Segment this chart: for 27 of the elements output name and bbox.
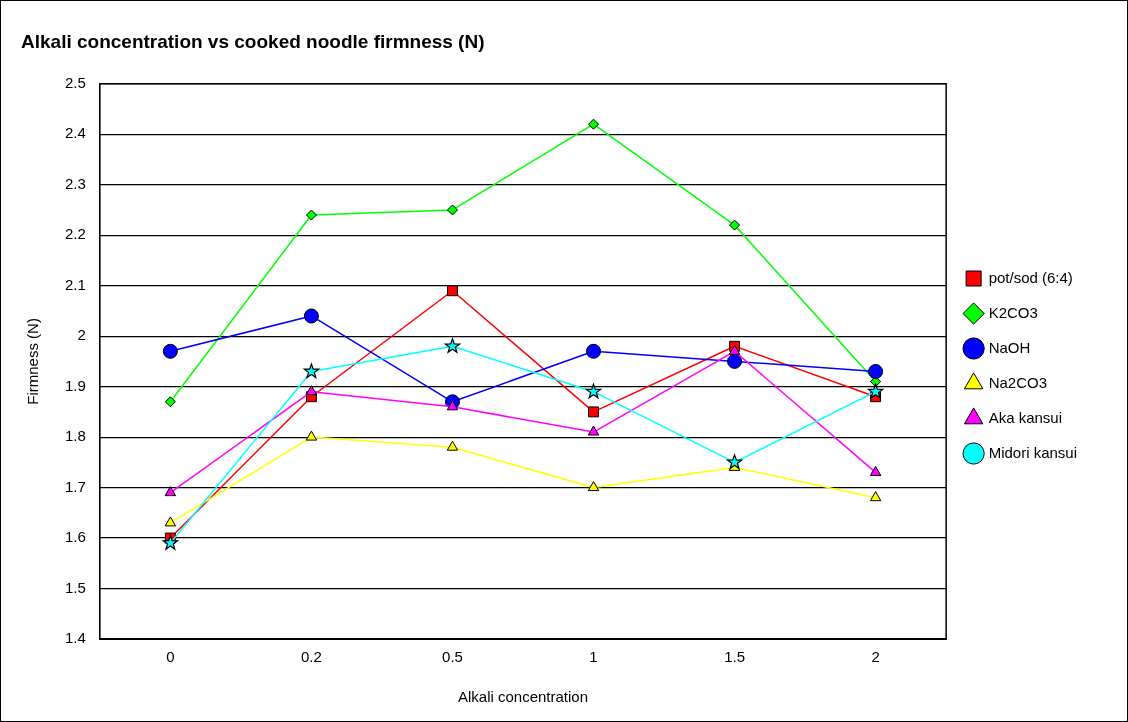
y-tick-label: 2.4 (64, 124, 86, 142)
legend-label: Na2CO3 (988, 373, 1047, 391)
chart-title: Alkali concentration vs cooked noodle firmness (N) (21, 30, 485, 52)
y-tick-label: 2.1 (64, 275, 86, 293)
legend-label: Aka kansui (988, 408, 1063, 426)
y-tick-label: 2.2 (64, 225, 86, 243)
x-tick-label: 0.2 (300, 648, 322, 666)
x-tick-label: 2 (871, 648, 880, 666)
y-tick-label: 1.4 (64, 629, 86, 647)
x-tick-label: 1 (589, 648, 598, 666)
y-tick-label: 1.6 (64, 528, 86, 546)
x-tick-label: 1.5 (724, 648, 745, 666)
x-tick-label: 0 (166, 648, 175, 666)
legend-label: NaOH (988, 338, 1031, 356)
y-tick-label: 1.9 (64, 376, 86, 394)
legend-label: Midori kansui (988, 443, 1078, 461)
x-axis-title: Alkali concentration (457, 688, 589, 706)
y-tick-label: 1.8 (64, 427, 86, 445)
y-tick-label: 2.5 (64, 73, 86, 91)
y-tick-label: 1.7 (64, 477, 86, 495)
y-axis-title: Firmness (N) (24, 318, 42, 405)
x-tick-label: 0.5 (442, 648, 463, 666)
legend-label: pot/sod (6:4) (988, 268, 1073, 286)
y-tick-label: 2 (77, 326, 86, 344)
legend-label: K2CO3 (988, 303, 1038, 321)
y-tick-label: 1.5 (64, 578, 86, 596)
y-tick-label: 2.3 (64, 174, 86, 192)
